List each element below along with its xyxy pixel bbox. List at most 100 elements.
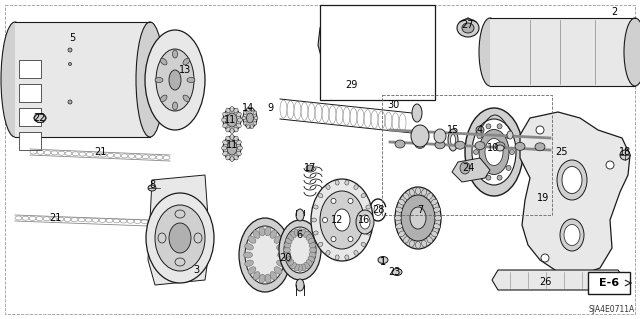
Ellipse shape xyxy=(234,155,238,160)
Ellipse shape xyxy=(606,161,614,169)
Ellipse shape xyxy=(294,229,300,236)
Text: 10: 10 xyxy=(487,143,499,153)
Bar xyxy=(19,108,41,126)
Ellipse shape xyxy=(422,189,427,196)
Ellipse shape xyxy=(337,39,342,46)
Text: 24: 24 xyxy=(462,163,474,173)
Polygon shape xyxy=(520,112,630,275)
Bar xyxy=(19,132,41,150)
Ellipse shape xyxy=(557,160,587,200)
Ellipse shape xyxy=(288,234,294,240)
Text: 6: 6 xyxy=(296,230,302,240)
Ellipse shape xyxy=(155,205,205,271)
Polygon shape xyxy=(148,175,210,285)
Text: E-6: E-6 xyxy=(599,278,619,288)
Ellipse shape xyxy=(161,95,167,102)
Ellipse shape xyxy=(462,23,474,33)
Ellipse shape xyxy=(136,22,164,137)
Ellipse shape xyxy=(291,231,296,238)
Ellipse shape xyxy=(237,140,241,145)
Ellipse shape xyxy=(475,142,485,150)
Ellipse shape xyxy=(187,78,195,83)
Ellipse shape xyxy=(477,165,482,170)
Ellipse shape xyxy=(274,267,282,274)
Ellipse shape xyxy=(145,30,205,130)
Ellipse shape xyxy=(230,157,234,161)
Text: 3: 3 xyxy=(193,265,199,275)
Ellipse shape xyxy=(234,136,238,141)
Ellipse shape xyxy=(68,48,72,52)
Ellipse shape xyxy=(360,215,370,229)
Text: 23: 23 xyxy=(388,267,400,277)
Ellipse shape xyxy=(403,237,409,243)
Ellipse shape xyxy=(374,204,382,216)
Ellipse shape xyxy=(221,118,227,122)
Ellipse shape xyxy=(415,188,420,195)
Ellipse shape xyxy=(434,224,440,229)
Ellipse shape xyxy=(345,180,349,185)
Ellipse shape xyxy=(318,193,323,198)
Bar xyxy=(19,60,41,78)
Ellipse shape xyxy=(354,250,358,255)
Ellipse shape xyxy=(474,150,479,154)
Ellipse shape xyxy=(285,238,292,244)
Ellipse shape xyxy=(253,230,260,238)
Ellipse shape xyxy=(486,124,491,129)
Ellipse shape xyxy=(223,136,241,160)
Text: 12: 12 xyxy=(331,215,343,225)
Ellipse shape xyxy=(497,175,502,180)
Ellipse shape xyxy=(1,22,29,137)
Ellipse shape xyxy=(431,231,437,237)
Ellipse shape xyxy=(234,108,238,113)
Ellipse shape xyxy=(158,233,166,243)
Ellipse shape xyxy=(448,129,458,151)
Ellipse shape xyxy=(291,262,296,269)
Ellipse shape xyxy=(507,131,513,139)
Ellipse shape xyxy=(304,262,309,269)
Ellipse shape xyxy=(427,193,433,199)
Ellipse shape xyxy=(259,274,265,283)
Ellipse shape xyxy=(246,113,253,123)
Ellipse shape xyxy=(270,230,277,238)
Text: 8: 8 xyxy=(149,180,155,190)
Ellipse shape xyxy=(234,127,238,132)
Ellipse shape xyxy=(409,189,415,196)
Ellipse shape xyxy=(399,231,405,237)
Ellipse shape xyxy=(284,227,316,273)
Ellipse shape xyxy=(173,102,177,110)
Ellipse shape xyxy=(296,279,304,291)
Ellipse shape xyxy=(253,122,257,125)
Text: 9: 9 xyxy=(267,103,273,113)
Ellipse shape xyxy=(243,111,247,115)
Ellipse shape xyxy=(412,104,422,122)
Ellipse shape xyxy=(250,125,253,129)
Ellipse shape xyxy=(161,58,167,65)
Ellipse shape xyxy=(415,140,425,148)
Text: 30: 30 xyxy=(387,100,399,110)
Ellipse shape xyxy=(237,123,241,128)
Ellipse shape xyxy=(366,231,371,235)
Ellipse shape xyxy=(244,244,253,250)
Text: 29: 29 xyxy=(345,80,357,90)
Ellipse shape xyxy=(348,237,353,241)
Ellipse shape xyxy=(250,108,253,111)
Ellipse shape xyxy=(284,243,291,248)
Ellipse shape xyxy=(477,134,482,139)
Ellipse shape xyxy=(278,252,287,258)
Ellipse shape xyxy=(239,218,291,292)
Ellipse shape xyxy=(410,207,426,229)
Text: 2: 2 xyxy=(611,7,617,17)
Ellipse shape xyxy=(562,167,582,194)
Ellipse shape xyxy=(395,140,405,148)
Ellipse shape xyxy=(335,180,339,185)
Ellipse shape xyxy=(620,150,630,160)
Ellipse shape xyxy=(403,193,409,199)
Ellipse shape xyxy=(434,129,446,143)
Ellipse shape xyxy=(226,108,230,113)
Ellipse shape xyxy=(415,241,420,249)
Ellipse shape xyxy=(223,123,227,128)
Ellipse shape xyxy=(288,260,294,266)
Ellipse shape xyxy=(298,228,303,235)
Ellipse shape xyxy=(435,141,445,149)
Ellipse shape xyxy=(226,136,230,141)
